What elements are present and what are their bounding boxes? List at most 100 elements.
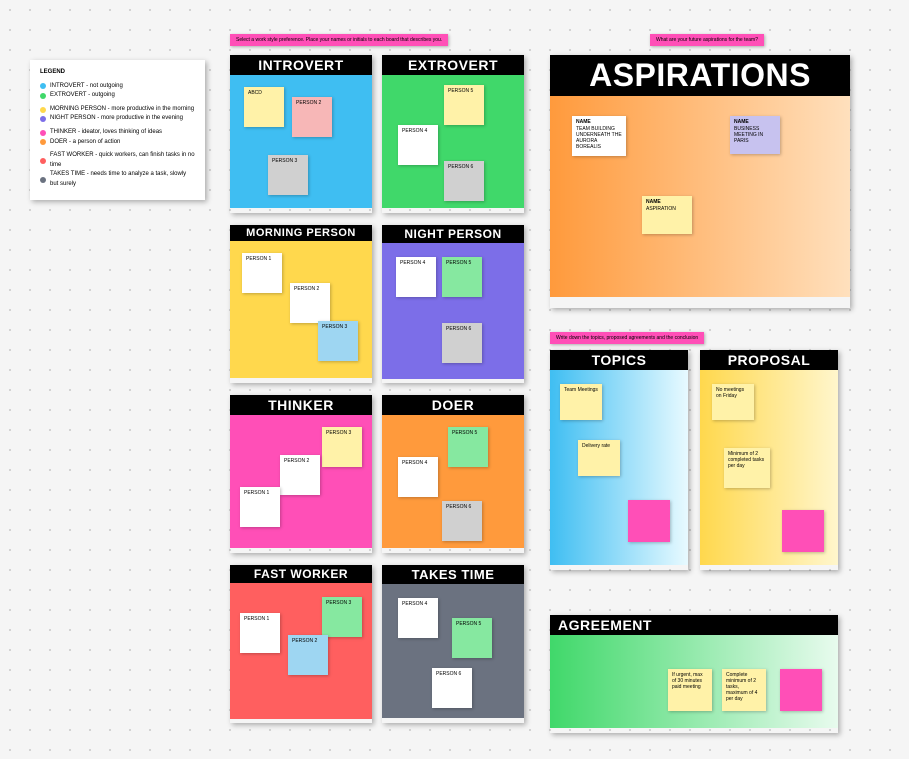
sticky-note[interactable]: No meetings on Friday (712, 384, 754, 420)
note-label: PERSON 6 (446, 504, 478, 510)
legend-group: MORNING PERSON - more productive in the … (40, 105, 195, 124)
legend-row: MORNING PERSON - more productive in the … (40, 105, 195, 115)
note-label: No meetings on Friday (716, 387, 750, 399)
board-night[interactable]: NIGHT PERSONPERSON 4PERSON 5PERSON 6 (382, 225, 524, 383)
board-header: TOPICS (550, 350, 688, 370)
sticky-note[interactable]: PERSON 2 (290, 283, 330, 323)
legend-row: FAST WORKER - quick workers, can finish … (40, 151, 195, 170)
sticky-note[interactable]: NAMEBUSINESS MEETING IN PARIS (730, 116, 780, 154)
board-body[interactable]: NAMETEAM BUILDING UNDERNEATH THE AURORA … (550, 96, 850, 297)
board-header: PROPOSAL (700, 350, 838, 370)
sticky-note[interactable]: PERSON 4 (398, 457, 438, 497)
board-proposal[interactable]: PROPOSAL No meetings on Friday Minimum of … (700, 350, 838, 570)
legend-text: THINKER - ideator, loves thinking of ide… (50, 128, 162, 138)
legend-dot-icon (40, 130, 46, 136)
board-header: AGREEMENT (550, 615, 838, 635)
sticky-note[interactable]: PERSON 6 (444, 161, 484, 201)
board-body[interactable]: PERSON 5 PERSON 4PERSON 6 (382, 75, 524, 208)
board-body[interactable]: PERSON 1PERSON 2PERSON 3 (230, 241, 372, 378)
banner-topics[interactable]: Write down the topics, proposed agreemen… (550, 332, 704, 344)
legend-row: INTROVERT - not outgoing (40, 82, 195, 92)
sticky-note[interactable]: PERSON 2 (292, 97, 332, 137)
sticky-note[interactable]: PERSON 4 (396, 257, 436, 297)
board-header: MORNING PERSON (230, 225, 372, 241)
board-body[interactable]: No meetings on Friday Minimum of 2 comple… (700, 370, 838, 565)
legend-panel[interactable]: LEGENDINTROVERT - not outgoingEXTROVERT … (30, 60, 205, 200)
board-introvert[interactable]: INTROVERT ABCDPERSON 2 PERSON 3 (230, 55, 372, 213)
sticky-note[interactable] (780, 669, 822, 711)
sticky-note[interactable]: PERSON 2 (288, 635, 328, 675)
sticky-note[interactable] (782, 510, 824, 552)
sticky-note[interactable]: PERSON 3 (322, 427, 362, 467)
sticky-note[interactable]: PERSON 3 (322, 597, 362, 637)
board-aspirations[interactable]: ASPIRATIONSNAMETEAM BUILDING UNDERNEATH … (550, 55, 850, 308)
sticky-note[interactable]: Delivery rate (578, 440, 620, 476)
sticky-note[interactable]: PERSON 1 (240, 487, 280, 527)
note-label: Minimum of 2 completed tasks per day (728, 451, 766, 469)
legend-group: FAST WORKER - quick workers, can finish … (40, 151, 195, 189)
sticky-note[interactable]: NAMETEAM BUILDING UNDERNEATH THE AURORA … (572, 116, 626, 156)
banner-aspirations[interactable]: What are your future aspirations for the… (650, 34, 764, 46)
board-topics[interactable]: TOPICS Team Meetings Delivery rate (550, 350, 688, 570)
note-label: PERSON 3 (272, 158, 304, 164)
sticky-note[interactable]: PERSON 5 (448, 427, 488, 467)
legend-text: FAST WORKER - quick workers, can finish … (50, 151, 195, 170)
sticky-note[interactable]: PERSON 4 (398, 598, 438, 638)
board-doer[interactable]: DOER PERSON 5 PERSON 4 PERSON 6 (382, 395, 524, 553)
board-header: EXTROVERT (382, 55, 524, 75)
note-label: PERSON 5 (448, 88, 480, 94)
sticky-note[interactable]: PERSON 1 (240, 613, 280, 653)
board-body[interactable]: PERSON 3 PERSON 1PERSON 2 (230, 583, 372, 719)
board-body[interactable]: If urgent, max of 30 minutes paid meetin… (550, 635, 838, 728)
note-label: ASPIRATION (646, 206, 688, 212)
board-agreement[interactable]: AGREEMENT If urgent, max of 30 minutes pa… (550, 615, 838, 733)
legend-group: THINKER - ideator, loves thinking of ide… (40, 128, 195, 147)
sticky-note[interactable]: PERSON 2 (280, 455, 320, 495)
board-thinker[interactable]: THINKERPERSON 3PERSON 2PERSON 1 (230, 395, 372, 553)
sticky-note[interactable]: PERSON 3 (318, 321, 358, 361)
note-label: PERSON 4 (402, 460, 434, 466)
note-title: NAME (734, 119, 776, 125)
board-body[interactable]: PERSON 3PERSON 2PERSON 1 (230, 415, 372, 548)
board-body[interactable]: PERSON 5 PERSON 4 PERSON 6 (382, 415, 524, 548)
sticky-note[interactable]: PERSON 3 (268, 155, 308, 195)
note-label: PERSON 6 (436, 671, 468, 677)
note-title: NAME (576, 119, 622, 125)
sticky-note[interactable]: If urgent, max of 30 minutes paid meetin… (668, 669, 712, 711)
sticky-note[interactable]: PERSON 6 (442, 501, 482, 541)
board-body[interactable]: ABCDPERSON 2 PERSON 3 (230, 75, 372, 208)
board-body[interactable]: Team Meetings Delivery rate (550, 370, 688, 565)
legend-dot-icon (40, 177, 46, 183)
board-header: THINKER (230, 395, 372, 415)
note-label: Delivery rate (582, 443, 616, 449)
sticky-note[interactable]: Minimum of 2 completed tasks per day (724, 448, 770, 488)
board-fast[interactable]: FAST WORKERPERSON 3PERSON 1PERSON 2 (230, 565, 372, 723)
sticky-note[interactable]: Complete minimum of 2 tasks, maximum of … (722, 669, 766, 711)
sticky-note[interactable]: PERSON 5 (452, 618, 492, 658)
sticky-note[interactable]: NAMEASPIRATION (642, 196, 692, 234)
sticky-note[interactable]: PERSON 5 (444, 85, 484, 125)
note-label: PERSON 5 (456, 621, 488, 627)
legend-text: EXTROVERT - outgoing (50, 91, 115, 101)
board-body[interactable]: PERSON 4 PERSON 5 PERSON 6 (382, 584, 524, 718)
note-label: PERSON 3 (322, 324, 354, 330)
legend-dot-icon (40, 116, 46, 122)
legend-dot-icon (40, 107, 46, 113)
board-header: DOER (382, 395, 524, 415)
sticky-note[interactable]: Team Meetings (560, 384, 602, 420)
sticky-note[interactable] (628, 500, 670, 542)
board-body[interactable]: PERSON 4PERSON 5 PERSON 6 (382, 243, 524, 379)
sticky-note[interactable]: PERSON 6 (432, 668, 472, 708)
sticky-note[interactable]: ABCD (244, 87, 284, 127)
sticky-note[interactable]: PERSON 5 (442, 257, 482, 297)
sticky-note[interactable]: PERSON 1 (242, 253, 282, 293)
board-header: INTROVERT (230, 55, 372, 75)
legend-text: TAKES TIME - needs time to analyze a tas… (50, 170, 195, 189)
board-morning[interactable]: MORNING PERSONPERSON 1PERSON 2PERSON 3 (230, 225, 372, 383)
sticky-note[interactable]: PERSON 4 (398, 125, 438, 165)
sticky-note[interactable]: PERSON 6 (442, 323, 482, 363)
banner-work-style[interactable]: Select a work style preference. Place yo… (230, 34, 448, 46)
board-extrovert[interactable]: EXTROVERT PERSON 5 PERSON 4PERSON 6 (382, 55, 524, 213)
board-takestime[interactable]: TAKES TIMEPERSON 4PERSON 5PERSON 6 (382, 565, 524, 723)
note-label: Team Meetings (564, 387, 598, 393)
